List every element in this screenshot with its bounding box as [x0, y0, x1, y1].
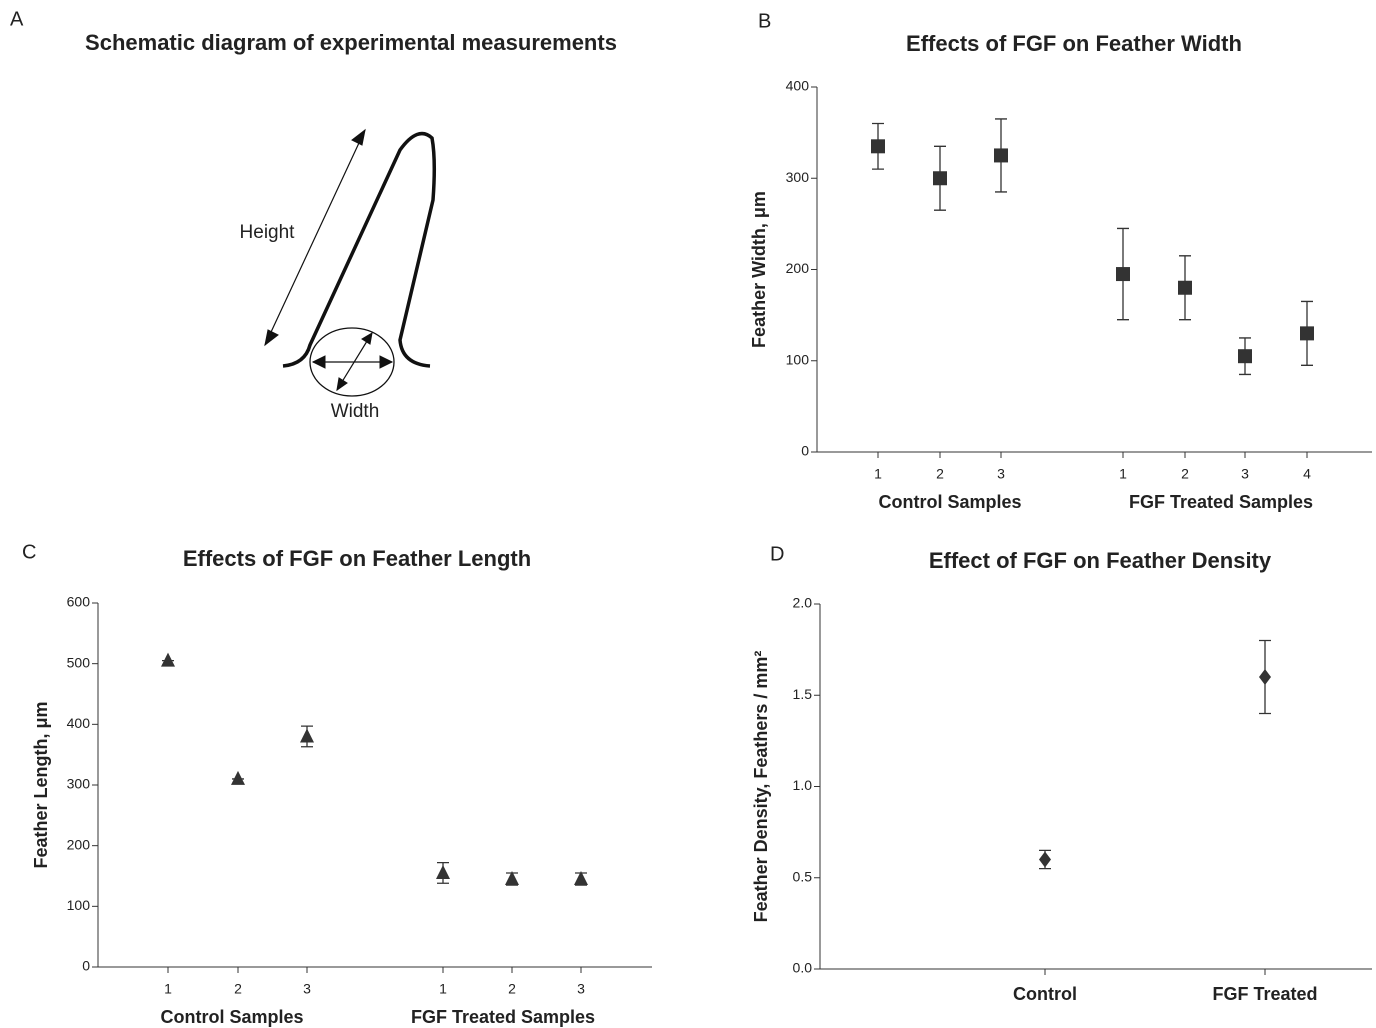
panel-label: C [22, 541, 36, 563]
x-tick-label: 1 [1119, 466, 1127, 482]
diagram-label: Width [331, 401, 380, 422]
marker [505, 871, 519, 886]
marker [300, 728, 314, 743]
x-tick-label: 1 [164, 981, 172, 997]
feather-diagram [264, 128, 437, 397]
y-axis-label: Feather Width, μm [749, 191, 769, 348]
group-label: FGF Treated Samples [1129, 492, 1313, 512]
chart-title: Effects of FGF on Feather Width [906, 31, 1242, 56]
x-tick-label: 3 [997, 466, 1005, 482]
x-tick-label: 2 [508, 981, 516, 997]
y-tick-label: 500 [67, 654, 91, 670]
x-tick-label: 3 [303, 981, 311, 997]
x-tick-label: 3 [577, 981, 585, 997]
x-tick-label: 4 [1303, 466, 1311, 482]
y-tick-label: 200 [786, 260, 810, 276]
marker [231, 770, 245, 785]
y-tick-label: 2.0 [793, 595, 813, 611]
y-tick-label: 600 [67, 594, 91, 610]
marker [1259, 669, 1271, 685]
marker [1039, 851, 1051, 868]
y-tick-label: 100 [786, 351, 810, 367]
marker [574, 871, 588, 886]
panel-label: B [758, 10, 771, 32]
y-tick-label: 0 [801, 443, 809, 459]
y-tick-label: 400 [786, 78, 810, 94]
y-tick-label: 100 [67, 897, 91, 913]
y-tick-label: 300 [67, 776, 91, 792]
marker [871, 139, 885, 154]
y-axis-label: Feather Length, μm [31, 701, 51, 868]
y-axis-label: Feather Density, Feathers / mm² [751, 651, 771, 923]
marker [1238, 349, 1252, 364]
group-label: Control Samples [878, 492, 1021, 512]
y-tick-label: 400 [67, 715, 91, 731]
marker [994, 148, 1008, 163]
y-tick-label: 0 [82, 958, 90, 974]
y-tick-label: 1.0 [793, 777, 813, 793]
panel-label: D [770, 543, 784, 565]
x-tick-label: 2 [936, 466, 944, 482]
x-tick-label: 3 [1241, 466, 1249, 482]
marker [436, 864, 450, 879]
marker [1178, 280, 1192, 295]
marker [1300, 326, 1314, 341]
x-tick-label: 1 [439, 981, 447, 997]
category-label: FGF Treated [1212, 984, 1317, 1004]
y-tick-label: 0.0 [793, 960, 813, 976]
x-tick-label: 1 [874, 466, 882, 482]
y-tick-label: 1.5 [793, 686, 813, 702]
marker [933, 171, 947, 186]
diagram-title: Schematic diagram of experimental measur… [85, 30, 617, 55]
panel-label: A [10, 8, 24, 30]
x-tick-label: 2 [1181, 466, 1189, 482]
x-tick-label: 2 [234, 981, 242, 997]
category-label: Control [1013, 984, 1077, 1004]
chart-title: Effects of FGF on Feather Length [183, 546, 531, 571]
group-label: Control Samples [160, 1007, 303, 1027]
marker [161, 652, 175, 667]
y-tick-label: 200 [67, 836, 91, 852]
group-label: FGF Treated Samples [411, 1007, 595, 1027]
diagram-label: Height [240, 222, 296, 243]
y-tick-label: 300 [786, 169, 810, 185]
marker [1116, 267, 1130, 282]
chart-title: Effect of FGF on Feather Density [929, 548, 1272, 573]
y-tick-label: 0.5 [793, 868, 813, 884]
